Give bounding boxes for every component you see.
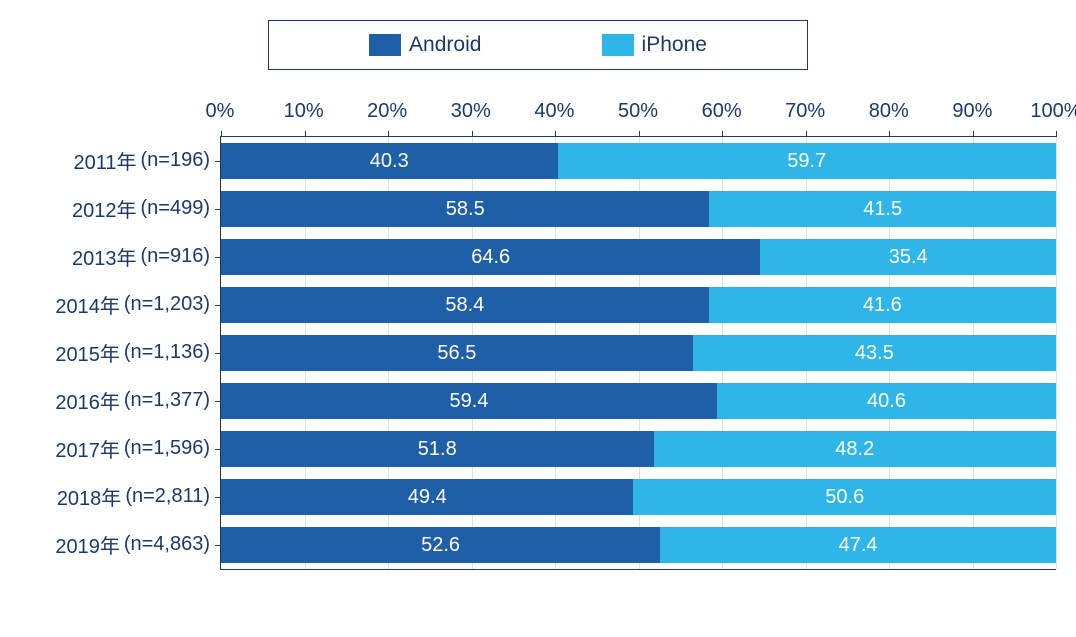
legend-swatch-iphone (602, 34, 634, 56)
y-label-year: 2017年 (55, 434, 120, 463)
gridline (1056, 137, 1057, 569)
bar-track: 49.450.6 (221, 479, 1056, 515)
bar-segment-android: 56.5 (221, 335, 693, 371)
bar-segment-iphone: 35.4 (760, 239, 1056, 275)
chart-area: 2011年 (n=196)2012年 (n=499)2013年 (n=916)2… (20, 100, 1056, 570)
x-tick-mark (1056, 131, 1057, 137)
y-label-year: 2018年 (57, 482, 122, 511)
x-tick-label: 60% (702, 100, 742, 123)
x-tick-label: 80% (869, 100, 909, 123)
bar-track: 58.541.5 (221, 191, 1056, 227)
x-tick-label: 100% (1030, 100, 1076, 123)
y-label-n: (n=916) (141, 245, 211, 268)
y-axis-label: 2018年 (n=2,811) (20, 472, 220, 520)
bar-segment-iphone: 40.6 (717, 383, 1056, 419)
bar-row: 51.848.2 (221, 425, 1056, 473)
bar-row: 59.440.6 (221, 377, 1056, 425)
bar-row: 52.647.4 (221, 521, 1056, 569)
bar-row: 40.359.7 (221, 137, 1056, 185)
bar-track: 64.635.4 (221, 239, 1056, 275)
bar-segment-iphone: 59.7 (558, 143, 1056, 179)
y-label-year: 2011年 (73, 146, 136, 175)
bar-segment-iphone: 41.5 (709, 191, 1056, 227)
bar-segment-iphone: 47.4 (660, 527, 1056, 563)
bars-area: 40.359.7 58.541.5 64.635.4 58.441.6 56.543.5… (220, 136, 1056, 570)
bar-segment-iphone: 41.6 (709, 287, 1056, 323)
bar-track: 40.359.7 (221, 143, 1056, 179)
legend-label-iphone: iPhone (642, 33, 707, 57)
y-label-year: 2019年 (55, 530, 120, 559)
y-label-year: 2014年 (55, 290, 120, 319)
legend: Android iPhone (268, 20, 808, 70)
y-axis-label: 2014年 (n=1,203) (20, 280, 220, 328)
y-axis-label: 2016年 (n=1,377) (20, 376, 220, 424)
x-tick-label: 30% (451, 100, 491, 123)
bar-track: 51.848.2 (221, 431, 1056, 467)
y-axis-label: 2011年 (n=196) (20, 136, 220, 184)
bar-track: 56.543.5 (221, 335, 1056, 371)
y-axis-label: 2015年 (n=1,136) (20, 328, 220, 376)
bar-segment-android: 51.8 (221, 431, 654, 467)
bar-segment-android: 58.4 (221, 287, 709, 323)
bar-segment-android: 40.3 (221, 143, 558, 179)
bar-track: 58.441.6 (221, 287, 1056, 323)
y-label-n: (n=1,596) (124, 437, 210, 460)
y-label-year: 2016年 (55, 386, 120, 415)
bar-segment-android: 52.6 (221, 527, 660, 563)
bar-row: 64.635.4 (221, 233, 1056, 281)
y-label-n: (n=196) (141, 149, 211, 172)
plot-region: 0%10%20%30%40%50%60%70%80%90%100% 40.359… (220, 100, 1056, 570)
y-label-n: (n=2,811) (125, 485, 210, 508)
chart-container: Android iPhone 2011年 (n=196)2012年 (n=499… (20, 20, 1056, 570)
bar-row: 58.541.5 (221, 185, 1056, 233)
y-axis-label: 2017年 (n=1,596) (20, 424, 220, 472)
y-axis-label: 2019年 (n=4,863) (20, 520, 220, 568)
bar-segment-android: 59.4 (221, 383, 717, 419)
bar-segment-iphone: 50.6 (633, 479, 1056, 515)
y-axis-label: 2013年 (n=916) (20, 232, 220, 280)
legend-item-android: Android (369, 33, 481, 57)
y-axis-labels: 2011年 (n=196)2012年 (n=499)2013年 (n=916)2… (20, 100, 220, 570)
y-label-year: 2012年 (72, 194, 137, 223)
y-label-n: (n=1,377) (124, 389, 210, 412)
bar-segment-android: 64.6 (221, 239, 760, 275)
bar-segment-android: 58.5 (221, 191, 709, 227)
bar-track: 52.647.4 (221, 527, 1056, 563)
x-tick-label: 0% (206, 100, 235, 123)
bar-row: 49.450.6 (221, 473, 1056, 521)
bar-segment-iphone: 43.5 (693, 335, 1056, 371)
y-label-n: (n=499) (141, 197, 211, 220)
x-tick-label: 40% (534, 100, 574, 123)
x-tick-label: 90% (952, 100, 992, 123)
y-label-n: (n=1,136) (124, 341, 210, 364)
bar-track: 59.440.6 (221, 383, 1056, 419)
x-tick-label: 50% (618, 100, 658, 123)
legend-item-iphone: iPhone (602, 33, 707, 57)
y-label-year: 2013年 (72, 242, 137, 271)
x-tick-label: 70% (785, 100, 825, 123)
y-label-year: 2015年 (55, 338, 120, 367)
y-axis-label: 2012年 (n=499) (20, 184, 220, 232)
x-tick-label: 10% (284, 100, 324, 123)
bar-row: 56.543.5 (221, 329, 1056, 377)
bar-row: 58.441.6 (221, 281, 1056, 329)
bar-segment-android: 49.4 (221, 479, 633, 515)
bar-segment-iphone: 48.2 (654, 431, 1056, 467)
legend-label-android: Android (409, 33, 481, 57)
x-axis: 0%10%20%30%40%50%60%70%80%90%100% (220, 100, 1056, 130)
y-label-n: (n=4,863) (124, 533, 210, 556)
y-label-n: (n=1,203) (124, 293, 210, 316)
x-tick-label: 20% (367, 100, 407, 123)
legend-swatch-android (369, 34, 401, 56)
